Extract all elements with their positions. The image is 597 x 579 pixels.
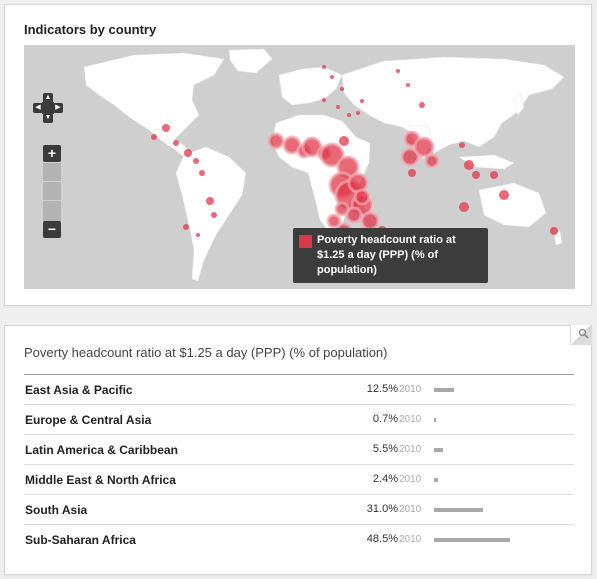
country-bubble[interactable] (184, 149, 192, 157)
map-panel: Indicators by country (4, 4, 592, 306)
region-table: East Asia & Pacific 12.5% 2010 Europe & Cen… (24, 374, 574, 555)
region-name[interactable]: Sub-Saharan Africa (25, 533, 136, 547)
country-bubble[interactable] (408, 169, 416, 177)
country-bubble[interactable] (472, 171, 480, 179)
country-bubble[interactable] (360, 99, 364, 103)
country-bubble[interactable] (336, 105, 340, 109)
legend-swatch (299, 235, 312, 248)
world-land-shapes (83, 48, 565, 282)
country-bubble[interactable] (322, 65, 326, 69)
country-bubble[interactable] (211, 212, 217, 218)
region-value: 48.5% (366, 533, 398, 545)
country-bubble[interactable] (334, 201, 350, 217)
region-bar (434, 508, 483, 512)
country-bubble[interactable] (319, 142, 345, 168)
world-map[interactable]: ▲ ◀ ▶ ▼ + − Poverty headcount ratio at $… (24, 45, 575, 289)
region-year: 2010 (399, 474, 422, 485)
region-year: 2010 (399, 414, 422, 425)
zoom-out-button[interactable]: − (43, 221, 61, 238)
country-bubble[interactable] (340, 87, 344, 91)
region-bar (434, 478, 438, 482)
legend-label: Poverty headcount ratio at $1.25 a day (… (317, 234, 456, 276)
country-bubble[interactable] (353, 188, 371, 206)
zoom-in-button[interactable]: + (43, 145, 61, 162)
country-bubble[interactable] (326, 213, 342, 229)
region-value: 2.4% (372, 473, 398, 485)
country-bubble[interactable] (267, 132, 285, 150)
table-row[interactable]: Latin America & Caribbean 5.5% 2010 (24, 435, 574, 465)
country-bubble[interactable] (151, 134, 157, 140)
pan-up-icon[interactable]: ▲ (43, 93, 53, 103)
country-bubble[interactable] (424, 153, 440, 169)
table-row[interactable]: Europe & Central Asia 0.7% 2010 (24, 405, 574, 435)
region-name[interactable]: Latin America & Caribbean (25, 443, 178, 457)
country-bubble[interactable] (499, 190, 509, 200)
region-year: 2010 (399, 444, 422, 455)
magnifier-icon (578, 328, 589, 339)
pan-center[interactable] (42, 102, 54, 114)
region-year: 2010 (399, 384, 422, 395)
region-bar (434, 538, 510, 542)
table-row[interactable]: South Asia 31.0% 2010 (24, 495, 574, 525)
country-bubble[interactable] (347, 113, 351, 117)
table-row[interactable]: Sub-Saharan Africa 48.5% 2010 (24, 525, 574, 555)
country-bubble[interactable] (345, 206, 363, 224)
country-bubble[interactable] (413, 136, 435, 158)
country-bubble[interactable] (173, 140, 179, 146)
country-bubble[interactable] (193, 158, 199, 164)
country-bubble[interactable] (459, 202, 469, 212)
country-bubble[interactable] (356, 111, 360, 115)
country-bubble[interactable] (322, 98, 326, 102)
map-legend: Poverty headcount ratio at $1.25 a day (… (293, 228, 488, 283)
pan-down-icon[interactable]: ▼ (43, 113, 53, 123)
country-bubble[interactable] (550, 227, 558, 235)
country-bubble[interactable] (406, 83, 410, 87)
pan-left-icon[interactable]: ◀ (33, 103, 43, 113)
region-value: 0.7% (372, 413, 398, 425)
country-bubble[interactable] (196, 233, 200, 237)
table-panel: Poverty headcount ratio at $1.25 a day (… (4, 325, 592, 575)
country-bubble[interactable] (464, 160, 474, 170)
map-panel-title: Indicators by country (24, 22, 157, 37)
table-row[interactable]: East Asia & Pacific 12.5% 2010 (24, 375, 574, 405)
country-bubble[interactable] (162, 124, 170, 132)
country-bubble[interactable] (459, 142, 465, 148)
country-bubble[interactable] (360, 211, 380, 231)
pan-control[interactable]: ▲ ◀ ▶ ▼ (33, 93, 63, 123)
country-bubble[interactable] (183, 224, 189, 230)
region-bar (434, 448, 443, 452)
zoom-slider[interactable] (43, 163, 61, 221)
region-year: 2010 (399, 534, 422, 545)
country-bubble[interactable] (206, 197, 214, 205)
pan-right-icon[interactable]: ▶ (53, 103, 63, 113)
country-bubble[interactable] (339, 136, 349, 146)
country-bubble[interactable] (396, 69, 400, 73)
country-bubble[interactable] (490, 171, 498, 179)
zoom-search-button[interactable] (570, 325, 592, 345)
region-name[interactable]: East Asia & Pacific (25, 383, 133, 397)
region-name[interactable]: South Asia (25, 503, 88, 517)
region-value: 31.0% (366, 503, 398, 515)
region-year: 2010 (399, 504, 422, 515)
region-value: 5.5% (372, 443, 398, 455)
table-title: Poverty headcount ratio at $1.25 a day (… (24, 345, 388, 360)
country-bubble[interactable] (419, 102, 425, 108)
country-bubble[interactable] (330, 75, 334, 79)
region-bar (434, 418, 436, 422)
country-bubble[interactable] (199, 170, 205, 176)
table-row[interactable]: Middle East & North Africa 2.4% 2010 (24, 465, 574, 495)
region-name[interactable]: Europe & Central Asia (25, 413, 152, 427)
region-name[interactable]: Middle East & North Africa (25, 473, 176, 487)
region-bar (434, 388, 454, 392)
region-value: 12.5% (366, 383, 398, 395)
country-bubble[interactable] (400, 147, 420, 167)
